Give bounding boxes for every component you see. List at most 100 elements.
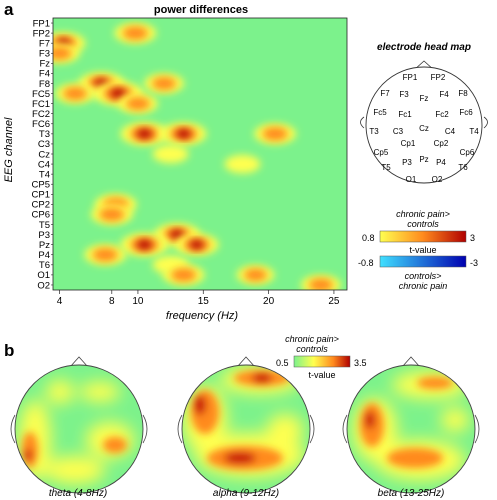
topomap-theta-right-ear (142, 414, 148, 444)
topomap-theta-left-ear (10, 414, 16, 444)
heatmap-hotspot (99, 207, 125, 222)
head-map-electrode-label: Cp5 (374, 148, 389, 157)
heatmap-hotspot-peak (176, 129, 191, 139)
legend-a-neg-max: -3 (470, 258, 478, 268)
heatmap-hotspot-peak (137, 129, 152, 139)
y-tick-label: P4 (38, 250, 50, 261)
head-map-electrode-label: Cp2 (434, 139, 449, 148)
y-tick-label: F7 (39, 38, 50, 49)
y-tick-label: F4 (39, 69, 50, 80)
legend-a-pos-caption-2: controls (407, 219, 439, 229)
y-tick-label: T3 (39, 129, 50, 140)
heatmap-hotspots (53, 22, 341, 290)
y-tick-label: T5 (39, 220, 50, 231)
head-map-electrode-label: P4 (436, 158, 446, 167)
head-map-electrode-label: F3 (399, 90, 409, 99)
x-tick-label: 15 (198, 296, 210, 307)
heatmap-hotspot (122, 26, 148, 40)
head-map-electrode-label: T3 (369, 127, 379, 136)
legend-b-caption-2: controls (296, 344, 328, 354)
heatmap-hotspot (125, 97, 150, 111)
y-tick-label: FP1 (33, 18, 50, 29)
y-tick-label: CP6 (32, 210, 50, 221)
head-map-electrode-label: Fc5 (373, 108, 387, 117)
topomap-beta-outline (346, 364, 476, 494)
panel-letter-a: a (4, 0, 14, 19)
y-tick-label: FC5 (32, 89, 50, 100)
head-map-electrode-label: T4 (469, 127, 479, 136)
x-tick-label: 10 (132, 296, 144, 307)
topomap-alpha-label: alpha (9-12Hz) (213, 488, 279, 499)
y-tick-label: O2 (37, 280, 50, 291)
heatmap-hotspot (53, 46, 72, 60)
head-map-labels: FP1 FP2 F7 F3 Fz F4 F8 Fc5 Fc1 Fc2 Fc6 T3 C3 Cz C4 T4 Cp… (369, 73, 479, 184)
topomap-beta (342, 356, 480, 494)
x-axis-ticks: 4 8 10 15 20 25 (57, 290, 340, 307)
y-tick-label: C4 (38, 159, 50, 170)
head-map-electrode-label: C4 (445, 127, 456, 136)
y-tick-label: T4 (39, 169, 50, 180)
head-map-electrode-label: F4 (439, 90, 449, 99)
heatmap-hotspot (244, 268, 267, 282)
legend-a-pos-caption-1: chronic pain> (396, 209, 450, 219)
topomap-beta-nose (401, 356, 421, 368)
head-map-electrode-label: Fz (420, 94, 429, 103)
head-map-electrode-label: FP1 (403, 73, 418, 82)
topomap-theta-label: theta (4-8Hz) (49, 488, 107, 499)
topomap-theta-outline (14, 364, 144, 494)
legend-a-neg-caption-1: controls> (405, 271, 442, 281)
legend-b-value-label: t-value (308, 370, 335, 380)
legend-a-neg-caption-2: chronic pain (399, 281, 448, 291)
y-axis-label: EEG channel (3, 117, 15, 182)
y-tick-label: O1 (37, 270, 50, 281)
head-map-title: electrode head map (377, 42, 471, 53)
heatmap-hotspot-peak (110, 88, 126, 99)
topomap-beta-label: beta (13-25Hz) (378, 488, 445, 499)
topomap-theta-nose (69, 356, 89, 368)
head-map-electrode-label: Cz (419, 124, 429, 133)
heatmap-hotspot-peak (170, 230, 185, 240)
y-tick-label: C3 (38, 139, 50, 150)
y-tick-label: FP2 (33, 28, 50, 39)
x-tick-label: 20 (263, 296, 275, 307)
head-map-electrode-label: Pz (419, 155, 428, 164)
legend-a-pos-max: 3 (470, 233, 475, 243)
heatmap-hotspot (63, 87, 88, 100)
legend-a-pos-min: 0.8 (362, 233, 375, 243)
head-map-electrode-label: FP2 (431, 73, 446, 82)
head-map-electrode-label: Fc6 (459, 108, 473, 117)
legend-b-min: 0.5 (276, 358, 289, 368)
y-axis-ticks: FP1FP2F7F3FzF4F8FC5FC1FC2FC6T3C3CzC4T4CP… (32, 18, 53, 291)
topomap-alpha (177, 356, 315, 494)
heatmap-hotspot-halo (152, 144, 189, 164)
y-tick-label: FC6 (32, 119, 50, 130)
head-map-outline (365, 66, 483, 184)
head-map-electrode-label: F8 (458, 89, 468, 98)
head-map-right-ear (483, 116, 488, 129)
head-map-electrode-label: T6 (458, 163, 468, 172)
head-map-electrode-label: Fc2 (435, 110, 449, 119)
head-map-electrode-label: Fc1 (398, 110, 412, 119)
x-tick-label: 25 (328, 296, 340, 307)
heatmap-hotspot-peak (190, 240, 204, 250)
y-tick-label: Cz (38, 149, 50, 160)
legend-b-bar (293, 355, 351, 368)
y-tick-label: F3 (39, 49, 50, 60)
legend-a-neg-min: -0.8 (358, 258, 374, 268)
legend-a-value-label: t-value (409, 245, 436, 255)
legend-a-negative-bar (379, 255, 467, 268)
head-map-electrode-label: Cp1 (401, 139, 416, 148)
heatmap-hotspot-halo (224, 154, 261, 174)
panel-letter-b: b (4, 341, 14, 360)
y-tick-label: CP1 (32, 190, 50, 201)
head-map-electrode-label: F7 (380, 89, 390, 98)
y-tick-label: CP2 (32, 200, 50, 211)
head-map-left-ear (360, 116, 365, 129)
topomap-beta-right-ear (474, 414, 480, 444)
x-tick-label: 4 (57, 296, 63, 307)
legend-b-caption-1: chronic pain> (285, 334, 339, 344)
head-map-electrode-label: Cp6 (460, 148, 475, 157)
legend-a-positive-bar (379, 230, 467, 243)
heatmap-hotspot (92, 248, 118, 262)
